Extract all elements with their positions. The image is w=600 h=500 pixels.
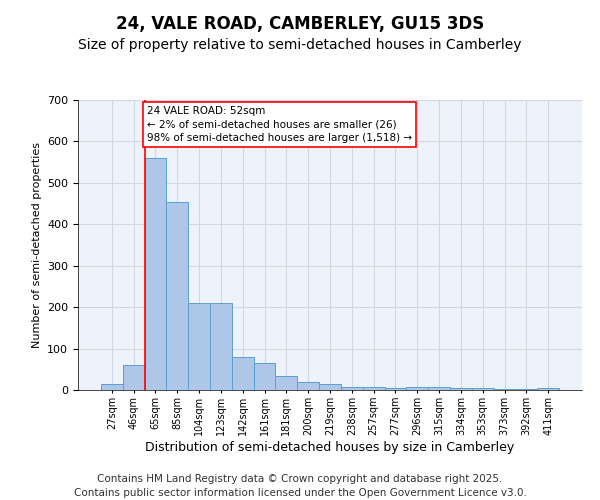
Text: Size of property relative to semi-detached houses in Camberley: Size of property relative to semi-detach…	[78, 38, 522, 52]
Bar	[297, 382, 319, 390]
Y-axis label: Number of semi-detached properties: Number of semi-detached properties	[32, 142, 41, 348]
Bar	[515, 389, 537, 390]
Bar	[275, 376, 297, 390]
Bar	[494, 389, 515, 390]
Bar	[166, 202, 188, 390]
Bar	[101, 384, 123, 390]
Bar	[537, 388, 559, 390]
X-axis label: Distribution of semi-detached houses by size in Camberley: Distribution of semi-detached houses by …	[145, 440, 515, 454]
Bar	[450, 388, 472, 390]
Bar	[341, 386, 363, 390]
Bar	[428, 386, 450, 390]
Text: 24, VALE ROAD, CAMBERLEY, GU15 3DS: 24, VALE ROAD, CAMBERLEY, GU15 3DS	[116, 15, 484, 33]
Bar	[254, 363, 275, 390]
Bar	[472, 388, 494, 390]
Bar	[319, 384, 341, 390]
Bar	[145, 158, 166, 390]
Bar	[210, 303, 232, 390]
Bar	[123, 365, 145, 390]
Bar	[406, 386, 428, 390]
Bar	[188, 303, 210, 390]
Text: 24 VALE ROAD: 52sqm
← 2% of semi-detached houses are smaller (26)
98% of semi-de: 24 VALE ROAD: 52sqm ← 2% of semi-detache…	[147, 106, 412, 142]
Bar	[363, 386, 385, 390]
Text: Contains HM Land Registry data © Crown copyright and database right 2025.
Contai: Contains HM Land Registry data © Crown c…	[74, 474, 526, 498]
Bar	[385, 388, 406, 390]
Bar	[232, 357, 254, 390]
